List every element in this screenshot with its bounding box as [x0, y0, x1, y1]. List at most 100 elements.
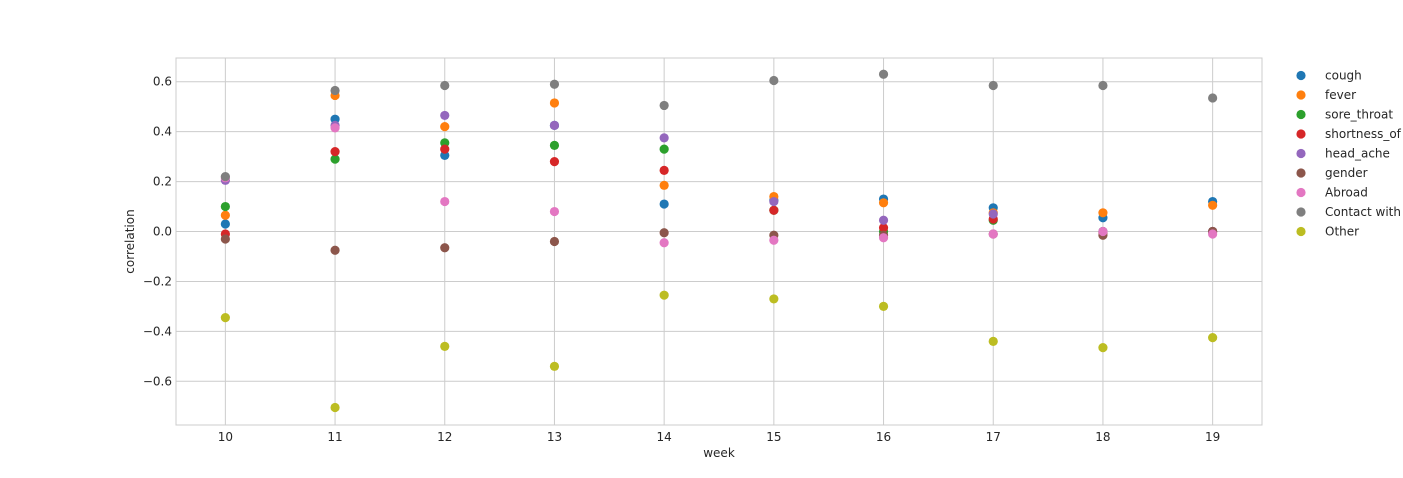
y-tick-label: 0.6 — [153, 75, 172, 89]
legend-label-gender: gender — [1325, 166, 1368, 180]
data-point-shortness-of — [769, 205, 779, 215]
data-point-abroad — [769, 235, 779, 245]
legend-marker-other — [1296, 226, 1306, 237]
legend-label-fever: fever — [1325, 88, 1356, 102]
data-point-gender — [549, 236, 560, 247]
data-point-fever — [1098, 208, 1108, 218]
y-axis-label: correlation — [123, 209, 137, 273]
data-point-fever — [440, 122, 450, 132]
data-point-cough — [659, 199, 669, 209]
data-point-other — [988, 336, 998, 346]
data-point-head-ache — [878, 215, 889, 225]
data-point-fever — [1208, 200, 1218, 210]
data-point-contact-with — [659, 100, 669, 111]
x-tick-label: 10 — [218, 430, 233, 444]
data-point-other — [440, 341, 450, 351]
y-tick-labels: 0.6 0.4 0.2 0.0 −0.2 −0.4 −0.6 — [143, 75, 172, 389]
data-point-shortness-of — [659, 165, 669, 175]
data-point-shortness-of — [549, 157, 560, 167]
x-tick-labels: 10 11 12 13 14 15 16 17 18 19 — [218, 430, 1221, 444]
data-point-abroad — [659, 238, 669, 248]
y-tick-label: −0.2 — [143, 274, 172, 288]
data-point-abroad — [988, 229, 998, 239]
legend-label-abroad: Abroad — [1325, 186, 1368, 200]
data-point-contact-with — [1208, 93, 1218, 103]
y-tick-label: 0.0 — [153, 225, 172, 239]
data-point-gender — [330, 245, 340, 255]
data-point-abroad — [1098, 226, 1108, 237]
data-point-abroad — [878, 233, 889, 243]
data-point-gender — [659, 228, 669, 238]
x-tick-label: 14 — [657, 430, 672, 444]
data-point-abroad — [1208, 229, 1218, 239]
data-point-contact-with — [330, 85, 340, 96]
data-point-sore-throat — [220, 201, 230, 212]
data-point-fever — [878, 198, 889, 208]
legend-label-head-ache: head_ache — [1325, 147, 1390, 161]
x-tick-label: 12 — [437, 430, 452, 444]
legend-label-cough: cough — [1325, 69, 1362, 83]
data-point-contact-with — [549, 79, 560, 89]
x-axis-label: week — [703, 446, 735, 460]
data-point-head-ache — [988, 209, 998, 219]
data-point-contact-with — [440, 80, 450, 91]
legend-marker-gender — [1296, 168, 1306, 178]
data-point-contact-with — [878, 69, 889, 79]
data-point-shortness-of — [878, 223, 889, 233]
data-point-head-ache — [769, 196, 779, 207]
data-point-shortness-of — [440, 144, 450, 154]
plot-area-frame — [175, 57, 1263, 426]
y-tick-label: 0.2 — [153, 175, 172, 189]
y-tick-label: 0.4 — [153, 125, 172, 139]
data-point-contact-with — [988, 80, 998, 91]
data-point-abroad — [549, 206, 560, 217]
data-point-fever — [549, 98, 560, 108]
legend-marker-abroad — [1296, 187, 1306, 198]
grid-lines — [176, 58, 1262, 425]
data-point-fever — [659, 180, 669, 190]
data-point-head-ache — [549, 120, 560, 131]
legend-label-contact-with: Contact with — [1325, 205, 1401, 219]
data-point-other — [1098, 343, 1108, 353]
data-point-other — [1208, 333, 1218, 343]
legend-marker-shortness-of — [1296, 129, 1306, 139]
data-point-head-ache — [440, 110, 450, 121]
legend-label-other: Other — [1325, 225, 1359, 239]
legend-marker-contact-with — [1296, 207, 1306, 217]
data-point-sore-throat — [549, 140, 560, 150]
data-point-abroad — [330, 123, 340, 133]
data-point-head-ache — [659, 133, 669, 143]
data-point-other — [220, 313, 230, 323]
data-point-contact-with — [220, 171, 230, 182]
data-point-abroad — [440, 196, 450, 207]
data-point-other — [878, 301, 889, 312]
legend-label-sore-throat: sore_throat — [1325, 108, 1393, 122]
legend-marker-cough — [1296, 70, 1306, 81]
legend-marker-head-ache — [1296, 148, 1306, 159]
data-point-cough — [220, 219, 230, 229]
y-tick-label: −0.6 — [143, 374, 172, 388]
data-point-fever — [220, 210, 230, 220]
data-point-other — [659, 290, 669, 300]
legend-marker-fever — [1296, 90, 1306, 100]
y-tick-label: −0.4 — [143, 324, 172, 338]
data-point-sore-throat — [330, 154, 340, 164]
x-tick-label: 15 — [766, 430, 781, 444]
data-points — [220, 69, 1218, 413]
x-tick-label: 18 — [1095, 430, 1110, 444]
legend-label-shortness-of: shortness_of — [1325, 127, 1402, 141]
data-point-shortness-of — [330, 147, 340, 157]
data-point-other — [769, 294, 779, 304]
x-tick-label: 11 — [327, 430, 342, 444]
x-tick-label: 19 — [1205, 430, 1220, 444]
data-point-gender — [440, 243, 450, 253]
data-point-contact-with — [1098, 80, 1108, 91]
legend-marker-sore-throat — [1296, 109, 1306, 120]
data-point-other — [549, 361, 560, 371]
x-tick-label: 17 — [986, 430, 1001, 444]
x-tick-label: 13 — [547, 430, 562, 444]
data-point-other — [330, 402, 340, 413]
data-point-gender — [220, 234, 230, 244]
legend: cough fever sore_throat shortness_of head_ac… — [1296, 69, 1402, 239]
